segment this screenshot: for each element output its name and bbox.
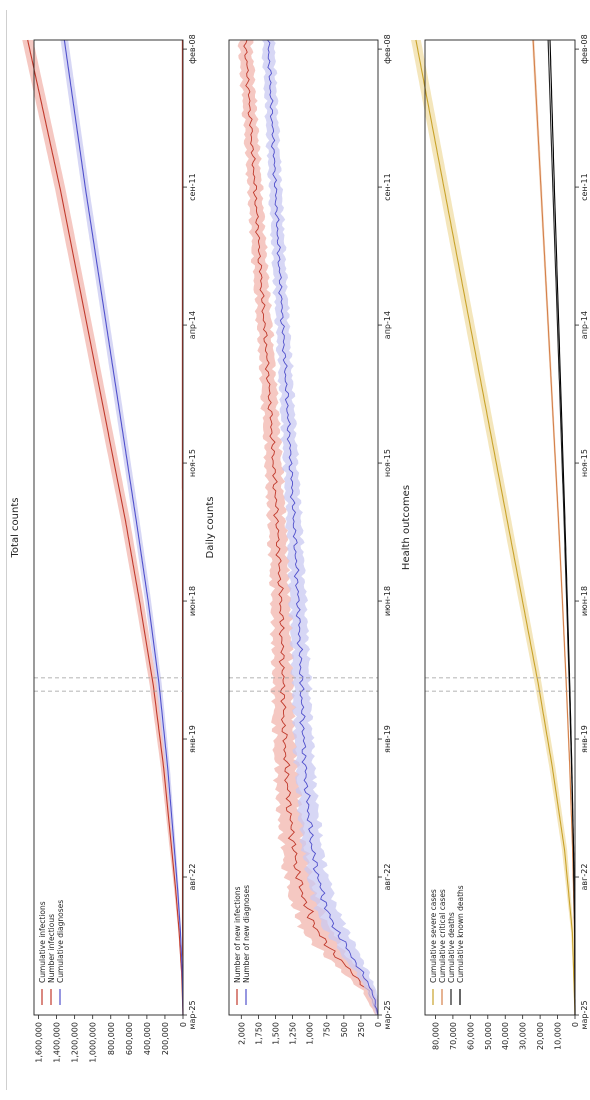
value-tick-label: 70,000 [449, 1022, 458, 1050]
series-line [63, 39, 184, 1016]
series-line [549, 39, 576, 1015]
date-tick-label: мар-25 [188, 1000, 197, 1029]
date-tick-label: апр-14 [383, 311, 392, 339]
panel-3: Health outcomes 0 10,000 20,000 30,000 40,000… [401, 34, 589, 1050]
date-tick-label: янв-19 [188, 725, 197, 753]
date-tick-label: мар-25 [580, 1000, 589, 1029]
panel-title: Total counts [10, 498, 21, 559]
series-line [415, 39, 576, 1016]
series-line [181, 40, 184, 1015]
value-tick-label: 0 [571, 1022, 580, 1027]
value-tick-label: 50,000 [484, 1022, 493, 1050]
date-tick-label: ноя-15 [580, 449, 589, 477]
value-tick-label: 1,200,000 [71, 1022, 80, 1063]
value-tick-label: 400,000 [143, 1022, 152, 1055]
panel-title: Daily counts [205, 497, 216, 559]
value-tick-label: 1,000 [306, 1022, 315, 1045]
date-tick-label: мар-25 [383, 1000, 392, 1029]
value-tick-label: 60,000 [466, 1022, 475, 1050]
value-tick-label: 600,000 [125, 1022, 134, 1055]
plot-frame [424, 39, 576, 1016]
date-tick-label: авг-22 [383, 864, 392, 891]
date-tick-label: июн-18 [383, 586, 392, 616]
legend-label: Cumulative severe cases [429, 889, 438, 983]
value-tick-label: 2,000 [237, 1022, 246, 1045]
legend-label: Cumulative infections [38, 901, 47, 983]
series-band [22, 40, 183, 1015]
value-tick-label: 1,250 [289, 1022, 298, 1045]
legend-label: Number of new diagnoses [242, 885, 251, 983]
value-tick-label: 500 [340, 1022, 349, 1037]
series-line [27, 39, 184, 1016]
value-tick-label: 0 [179, 1022, 188, 1027]
series-line [243, 39, 379, 1016]
value-tick-label: 1,000,000 [89, 1022, 98, 1063]
value-tick-label: 1,750 [254, 1022, 263, 1045]
value-tick-label: 30,000 [519, 1022, 528, 1050]
value-tick-label: 40,000 [501, 1022, 510, 1050]
value-tick-label: 800,000 [107, 1022, 116, 1055]
value-tick-label: 250 [357, 1022, 366, 1037]
series-line [547, 39, 576, 1015]
series-band [411, 40, 575, 1015]
series-line [532, 39, 576, 1015]
legend-label: Cumulative diagnoses [56, 900, 65, 983]
legend-label: Cumulative known deaths [456, 885, 465, 983]
panel-1: Total counts 0 200,000 400,000 600,000 800,00… [10, 34, 197, 1062]
date-tick-label: сен-11 [383, 173, 392, 201]
date-tick-label: авг-22 [188, 864, 197, 891]
date-tick-label: фев-08 [580, 34, 589, 64]
value-tick-label: 1,400,000 [53, 1022, 62, 1063]
legend-label: Cumulative critical cases [438, 889, 447, 983]
value-tick-label: 20,000 [536, 1022, 545, 1050]
value-tick-label: 750 [323, 1022, 332, 1037]
date-tick-label: апр-14 [580, 311, 589, 339]
plot-frame [33, 39, 184, 1016]
value-tick-label: 10,000 [554, 1022, 563, 1050]
series-band [549, 40, 575, 1015]
date-tick-label: янв-19 [383, 725, 392, 753]
series-line [267, 39, 379, 1016]
legend-label: Number of new infections [233, 886, 242, 983]
date-tick-label: фев-08 [188, 34, 197, 64]
value-tick-label: 1,500 [271, 1022, 280, 1045]
value-tick-label: 80,000 [431, 1022, 440, 1050]
series-band [547, 40, 575, 1015]
date-tick-label: сен-11 [188, 173, 197, 201]
value-tick-label: 1,600,000 [35, 1022, 44, 1063]
value-tick-label: 200,000 [161, 1022, 170, 1055]
legend-label: Cumulative deaths [447, 912, 456, 983]
series-band [60, 40, 183, 1015]
panel-title: Health outcomes [401, 485, 412, 570]
legend-label: Number infectious [47, 914, 56, 983]
panel-2: Daily counts 0 250 500 750 1,000 1,250 1,500 1,7… [205, 34, 392, 1045]
figure-left-border [6, 10, 7, 1090]
value-tick-label: 0 [374, 1022, 383, 1027]
plot-frame [228, 39, 379, 1016]
date-tick-label: июн-18 [188, 586, 197, 616]
date-tick-label: ноя-15 [188, 449, 197, 477]
date-tick-label: янв-19 [580, 725, 589, 753]
date-tick-label: апр-14 [188, 311, 197, 339]
date-tick-label: ноя-15 [383, 449, 392, 477]
date-tick-label: июн-18 [580, 586, 589, 616]
date-tick-label: сен-11 [580, 173, 589, 201]
date-tick-label: авг-22 [580, 864, 589, 891]
date-tick-label: фев-08 [383, 34, 392, 64]
